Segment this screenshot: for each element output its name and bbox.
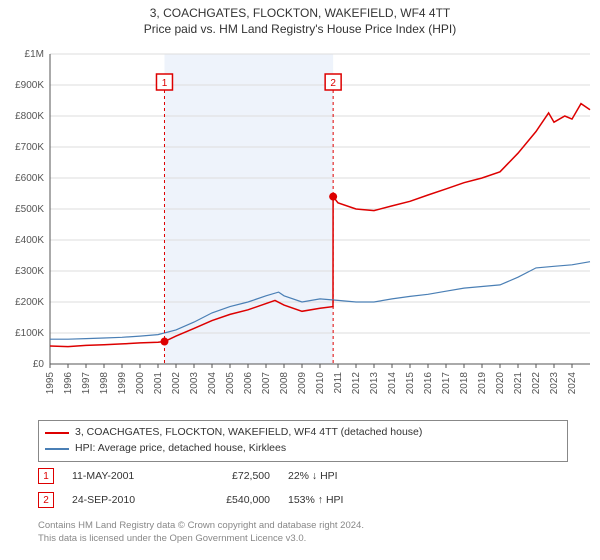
legend-item-property: 3, COACHGATES, FLOCKTON, WAKEFIELD, WF4 … bbox=[45, 425, 561, 441]
svg-text:£700K: £700K bbox=[15, 142, 44, 153]
transaction-price: £72,500 bbox=[190, 470, 270, 482]
legend: 3, COACHGATES, FLOCKTON, WAKEFIELD, WF4 … bbox=[38, 420, 568, 462]
transaction-delta: 153% ↑ HPI bbox=[288, 494, 388, 506]
svg-text:£300K: £300K bbox=[15, 266, 44, 277]
footnote-line2: This data is licensed under the Open Gov… bbox=[38, 533, 568, 546]
svg-text:2022: 2022 bbox=[531, 372, 542, 395]
svg-text:2015: 2015 bbox=[405, 372, 416, 395]
svg-text:2012: 2012 bbox=[351, 372, 362, 395]
svg-text:2017: 2017 bbox=[441, 372, 452, 395]
svg-text:2018: 2018 bbox=[459, 372, 470, 395]
svg-text:£100K: £100K bbox=[15, 328, 44, 339]
svg-text:2011: 2011 bbox=[333, 372, 344, 394]
legend-item-hpi: HPI: Average price, detached house, Kirk… bbox=[45, 441, 561, 457]
svg-text:2007: 2007 bbox=[261, 372, 272, 395]
svg-text:1: 1 bbox=[162, 78, 168, 89]
legend-swatch-red bbox=[45, 432, 69, 434]
transaction-row: 1 11-MAY-2001 £72,500 22% ↓ HPI bbox=[38, 464, 568, 488]
svg-text:£0: £0 bbox=[33, 359, 45, 370]
svg-text:£1M: £1M bbox=[25, 49, 44, 60]
svg-text:2001: 2001 bbox=[153, 372, 164, 395]
footnote-line1: Contains HM Land Registry data © Crown c… bbox=[38, 520, 568, 533]
transaction-delta: 22% ↓ HPI bbox=[288, 470, 388, 482]
title-address: 3, COACHGATES, FLOCKTON, WAKEFIELD, WF4 … bbox=[0, 6, 600, 20]
transaction-table: 1 11-MAY-2001 £72,500 22% ↓ HPI 2 24-SEP… bbox=[38, 464, 568, 512]
transaction-marker-icon: 1 bbox=[38, 468, 54, 484]
svg-text:£200K: £200K bbox=[15, 297, 44, 308]
svg-text:1996: 1996 bbox=[63, 372, 74, 395]
svg-text:2004: 2004 bbox=[207, 372, 218, 395]
svg-text:1999: 1999 bbox=[117, 372, 128, 395]
svg-text:2020: 2020 bbox=[495, 372, 506, 395]
chart-container: 3, COACHGATES, FLOCKTON, WAKEFIELD, WF4 … bbox=[0, 0, 600, 560]
transaction-marker-icon: 2 bbox=[38, 492, 54, 508]
legend-label: HPI: Average price, detached house, Kirk… bbox=[75, 441, 286, 457]
legend-swatch-blue bbox=[45, 448, 69, 450]
svg-text:£900K: £900K bbox=[15, 80, 44, 91]
svg-text:£800K: £800K bbox=[15, 111, 44, 122]
legend-label: 3, COACHGATES, FLOCKTON, WAKEFIELD, WF4 … bbox=[75, 425, 422, 441]
transaction-date: 24-SEP-2010 bbox=[72, 494, 172, 506]
svg-text:2019: 2019 bbox=[477, 372, 488, 395]
svg-text:2008: 2008 bbox=[279, 372, 290, 395]
svg-text:2023: 2023 bbox=[549, 372, 560, 395]
svg-text:2016: 2016 bbox=[423, 372, 434, 395]
title-subtitle: Price paid vs. HM Land Registry's House … bbox=[0, 22, 600, 36]
svg-text:1995: 1995 bbox=[45, 372, 56, 395]
svg-text:2006: 2006 bbox=[243, 372, 254, 395]
svg-text:1998: 1998 bbox=[99, 372, 110, 395]
svg-text:2013: 2013 bbox=[369, 372, 380, 395]
chart-area: £0 £100K £200K £300K £400K £500K £600K £700K £80… bbox=[0, 44, 600, 414]
svg-text:1997: 1997 bbox=[81, 372, 92, 395]
chart-svg: £0 £100K £200K £300K £400K £500K £600K £700K £80… bbox=[0, 44, 600, 414]
transaction-row: 2 24-SEP-2010 £540,000 153% ↑ HPI bbox=[38, 488, 568, 512]
svg-text:£500K: £500K bbox=[15, 204, 44, 215]
svg-text:2014: 2014 bbox=[387, 372, 398, 395]
footnote: Contains HM Land Registry data © Crown c… bbox=[38, 520, 568, 546]
transaction-date: 11-MAY-2001 bbox=[72, 470, 172, 482]
svg-text:2000: 2000 bbox=[135, 372, 146, 395]
svg-text:2002: 2002 bbox=[171, 372, 182, 395]
svg-text:2024: 2024 bbox=[567, 372, 578, 395]
svg-text:£600K: £600K bbox=[15, 173, 44, 184]
svg-text:2005: 2005 bbox=[225, 372, 236, 395]
title-block: 3, COACHGATES, FLOCKTON, WAKEFIELD, WF4 … bbox=[0, 0, 600, 36]
svg-text:£400K: £400K bbox=[15, 235, 44, 246]
svg-text:2010: 2010 bbox=[315, 372, 326, 395]
svg-text:2009: 2009 bbox=[297, 372, 308, 395]
svg-text:2: 2 bbox=[330, 78, 336, 89]
svg-text:2021: 2021 bbox=[513, 372, 524, 395]
svg-text:2003: 2003 bbox=[189, 372, 200, 395]
transaction-price: £540,000 bbox=[190, 494, 270, 506]
